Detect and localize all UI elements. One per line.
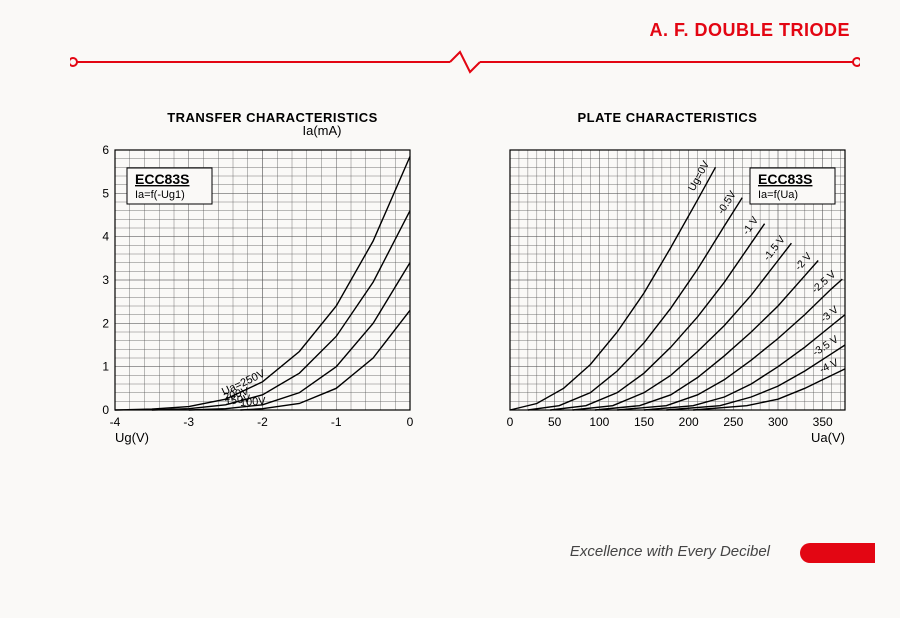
svg-text:150: 150 xyxy=(634,415,654,429)
svg-text:Ia=f(Ua): Ia=f(Ua) xyxy=(758,189,798,201)
divider-line xyxy=(70,50,860,74)
svg-text:-3.5 V: -3.5 V xyxy=(811,333,841,358)
svg-text:-2: -2 xyxy=(257,415,268,429)
svg-text:Ug(V): Ug(V) xyxy=(115,430,149,445)
svg-text:-4: -4 xyxy=(110,415,121,429)
svg-text:ECC83S: ECC83S xyxy=(135,171,189,187)
svg-text:-3 V: -3 V xyxy=(818,304,841,325)
plate-chart-title: PLATE CHARACTERISTICS xyxy=(475,110,860,125)
svg-text:250: 250 xyxy=(723,415,743,429)
svg-text:Ia=f(-Ug1): Ia=f(-Ug1) xyxy=(135,189,185,201)
svg-text:-3: -3 xyxy=(183,415,194,429)
svg-text:0: 0 xyxy=(102,403,109,417)
plate-chart-svg: 050100150200250300350Ua(V)Ug=0V-0.5V-1 V… xyxy=(475,145,855,445)
svg-text:1: 1 xyxy=(102,360,109,374)
svg-text:350: 350 xyxy=(813,415,833,429)
svg-text:200: 200 xyxy=(679,415,699,429)
svg-text:-0.5V: -0.5V xyxy=(715,189,739,217)
plate-chart-col: PLATE CHARACTERISTICS 0 50 100 150 200 250 300… xyxy=(475,110,860,450)
svg-text:300: 300 xyxy=(768,415,788,429)
svg-text:2: 2 xyxy=(102,316,109,330)
svg-text:100: 100 xyxy=(589,415,609,429)
svg-text:5: 5 xyxy=(102,186,109,200)
page-title: A. F. DOUBLE TRIODE xyxy=(649,20,850,41)
svg-text:-1: -1 xyxy=(331,415,342,429)
footer-accent-block xyxy=(800,543,875,563)
svg-text:50: 50 xyxy=(548,415,562,429)
svg-text:ECC83S: ECC83S xyxy=(758,171,812,187)
svg-text:100V: 100V xyxy=(240,395,267,409)
footer-tagline: Excellence with Every Decibel xyxy=(570,543,770,560)
svg-text:0: 0 xyxy=(507,415,514,429)
transfer-chart-col: TRANSFER CHARACTERISTICS Ia(mA) -4 -3 -2 -1… xyxy=(80,110,465,450)
svg-text:3: 3 xyxy=(102,273,109,287)
svg-text:6: 6 xyxy=(102,145,109,157)
transfer-chart-title: TRANSFER CHARACTERISTICS xyxy=(80,110,465,125)
svg-text:-1.5 V: -1.5 V xyxy=(761,234,788,264)
svg-text:0: 0 xyxy=(407,415,414,429)
y-axis-label-left: Ia(mA) xyxy=(303,123,342,138)
charts-row: TRANSFER CHARACTERISTICS Ia(mA) -4 -3 -2 -1… xyxy=(80,110,860,450)
svg-text:Ua(V): Ua(V) xyxy=(811,430,845,445)
transfer-chart-svg: -4-3-2-100123456Ug(V)Ua=250V200V150V100V… xyxy=(80,145,420,445)
svg-text:4: 4 xyxy=(102,230,109,244)
